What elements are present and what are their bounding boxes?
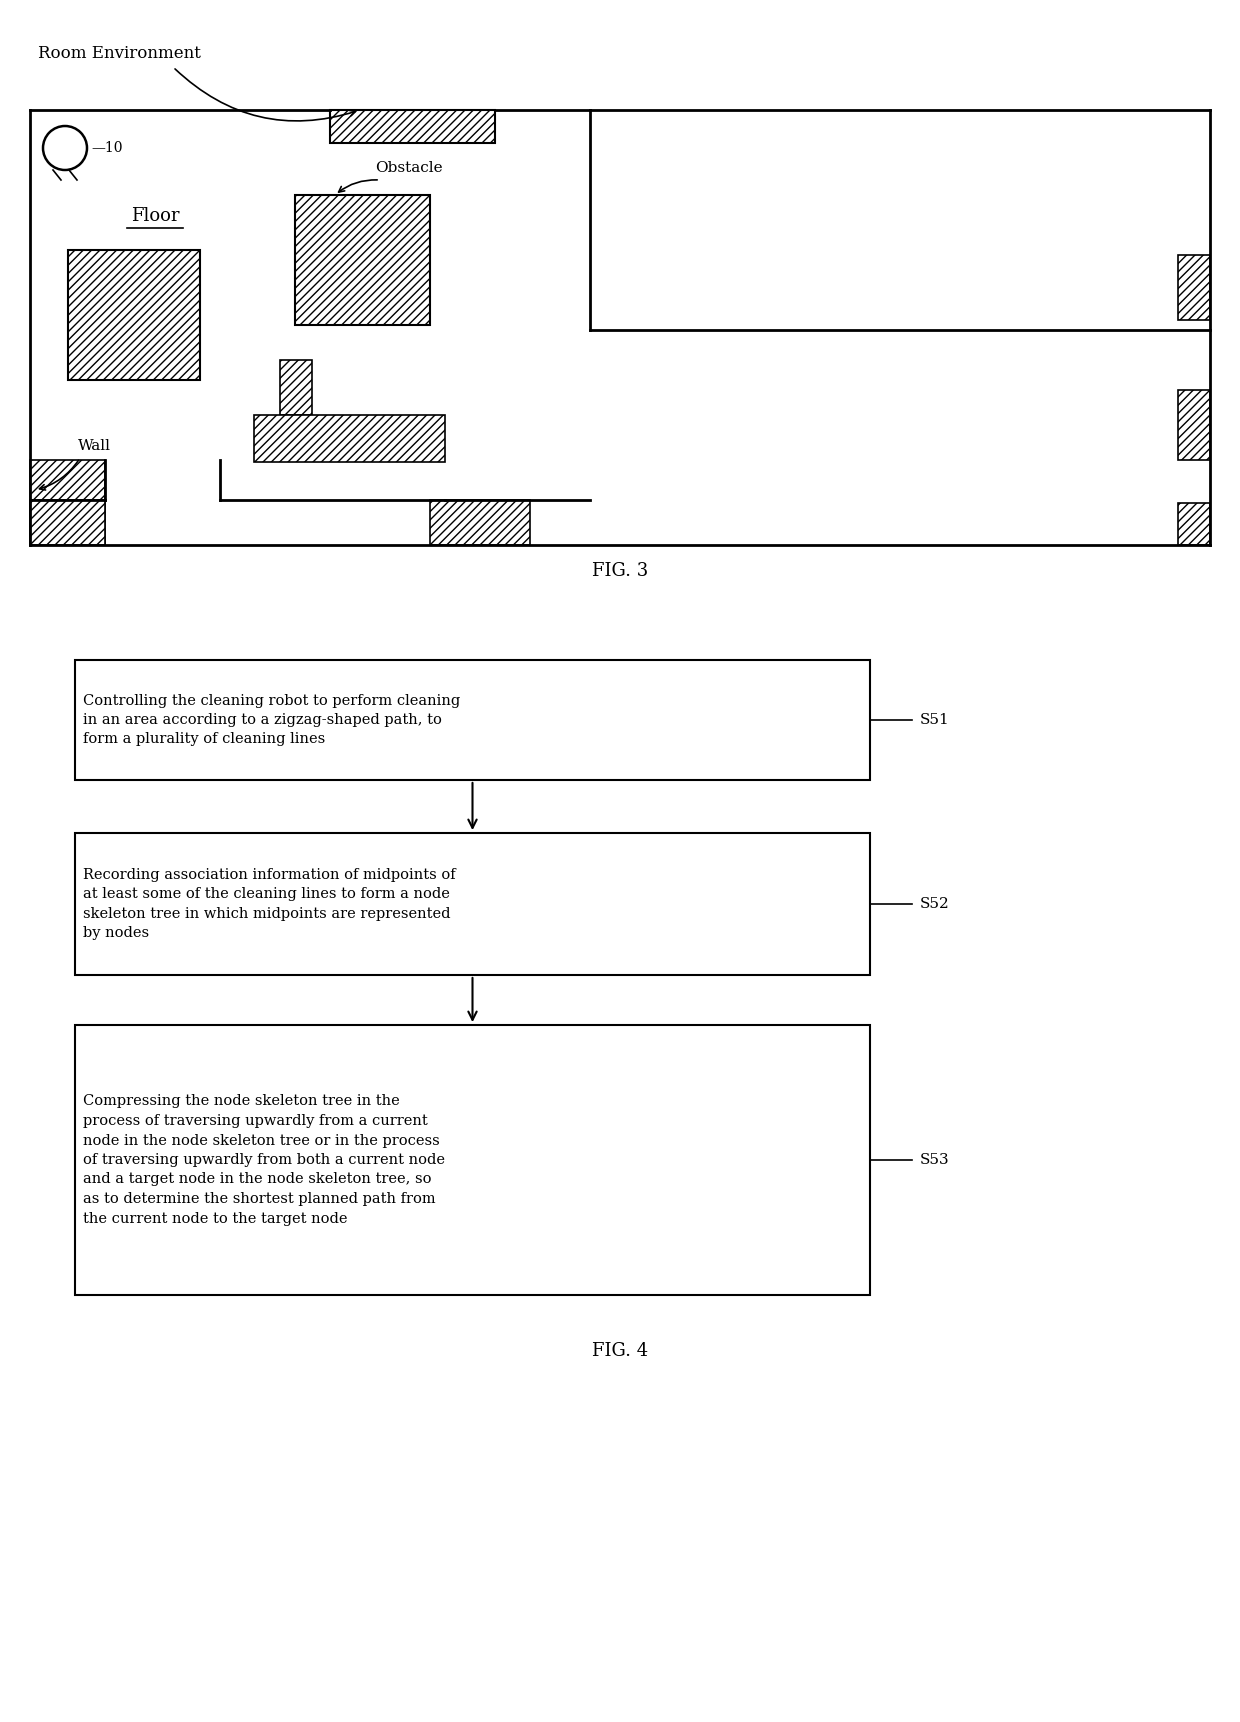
- Text: FIG. 4: FIG. 4: [591, 1341, 649, 1360]
- Bar: [30, 499, 105, 544]
- Bar: [68, 250, 200, 381]
- Text: Compressing the node skeleton tree in the
process of traversing upwardly from a : Compressing the node skeleton tree in th…: [83, 1095, 445, 1226]
- Bar: [254, 415, 445, 461]
- Bar: [1178, 503, 1210, 544]
- Text: Controlling the cleaning robot to perform cleaning
in an area according to a zig: Controlling the cleaning robot to perfor…: [83, 694, 460, 747]
- Text: Wall: Wall: [78, 439, 112, 453]
- Text: Floor: Floor: [130, 207, 180, 226]
- Text: FIG. 3: FIG. 3: [591, 561, 649, 580]
- Text: S51: S51: [920, 713, 950, 727]
- Text: Recording association information of midpoints of
at least some of the cleaning : Recording association information of mid…: [83, 868, 455, 940]
- Bar: [295, 195, 430, 325]
- Text: S53: S53: [920, 1154, 950, 1168]
- Bar: [330, 110, 495, 143]
- Bar: [1178, 389, 1210, 460]
- Bar: [74, 660, 870, 780]
- Bar: [1178, 255, 1210, 320]
- Text: —10: —10: [91, 141, 123, 155]
- Bar: [74, 1025, 870, 1295]
- Text: Room Environment: Room Environment: [38, 45, 201, 62]
- Text: S52: S52: [920, 897, 950, 911]
- Bar: [430, 499, 529, 544]
- Bar: [280, 360, 312, 415]
- Bar: [30, 460, 105, 544]
- Bar: [74, 833, 870, 975]
- Text: Obstacle: Obstacle: [374, 160, 443, 176]
